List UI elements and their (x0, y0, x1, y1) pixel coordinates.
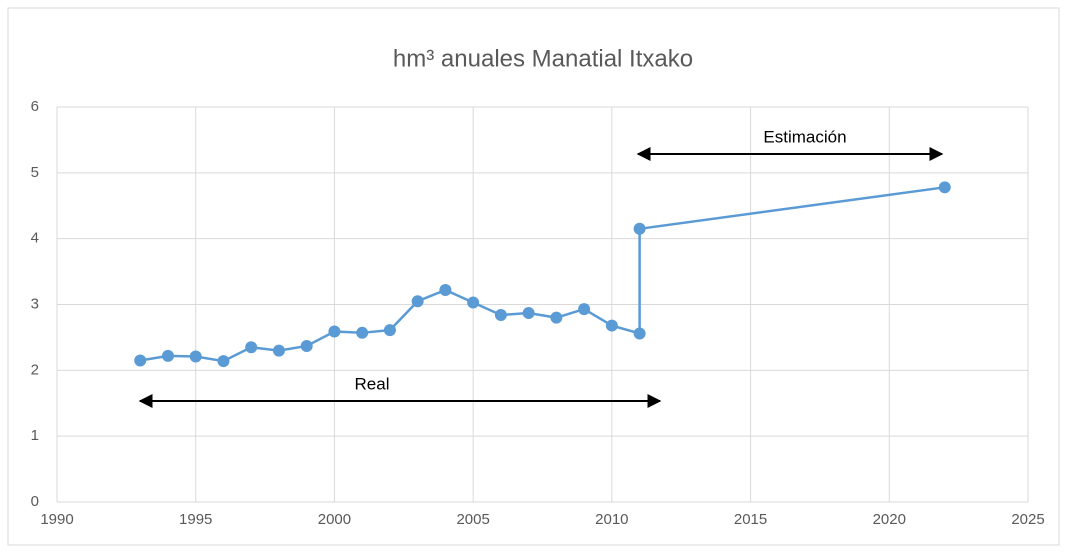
data-point (189, 350, 202, 363)
data-point (938, 181, 951, 194)
data-point (633, 327, 646, 340)
data-point (161, 349, 174, 362)
data-point (245, 341, 258, 354)
x-tick-label: 1995 (179, 511, 212, 528)
annotation: Estimación (763, 127, 846, 146)
data-point (522, 307, 535, 320)
chart-title: hm³ anuales Manatial Itxako (393, 45, 693, 72)
data-point (134, 354, 147, 367)
y-tick-label: 3 (31, 295, 39, 312)
data-point (467, 296, 480, 309)
y-tick-label: 4 (31, 230, 39, 247)
data-point (494, 309, 507, 322)
plot-area: 0 1 2 3 4 5 6 1990 1995 2000 2005 2010 2015 2020 2025 (31, 98, 1045, 528)
data-point (411, 295, 424, 308)
x-tick-label: 2025 (1011, 511, 1044, 528)
x-tick-label: 1990 (40, 511, 73, 528)
y-tick-label: 0 (31, 493, 39, 510)
x-tick-label: 2010 (595, 511, 628, 528)
y-tick-label: 5 (31, 164, 39, 181)
data-point (217, 355, 230, 368)
data-point (300, 339, 313, 352)
data-point (605, 319, 618, 332)
y-tick-label: 2 (31, 361, 39, 378)
chart-frame (7, 7, 1060, 546)
data-point (272, 344, 285, 357)
data-point (578, 303, 591, 316)
x-tick-label: 2005 (456, 511, 489, 528)
x-tick-label: 2000 (318, 511, 351, 528)
y-tick-label: 1 (31, 427, 39, 444)
y-tick-label: 6 (31, 98, 39, 115)
data-point (356, 326, 369, 339)
x-tick-label: 2020 (873, 511, 906, 528)
x-tick-label: 2015 (734, 511, 767, 528)
data-point (328, 325, 341, 338)
data-point (550, 311, 563, 324)
annotation: Real (355, 374, 390, 393)
data-point (383, 324, 396, 337)
data-point (633, 222, 646, 235)
data-point (439, 284, 452, 297)
